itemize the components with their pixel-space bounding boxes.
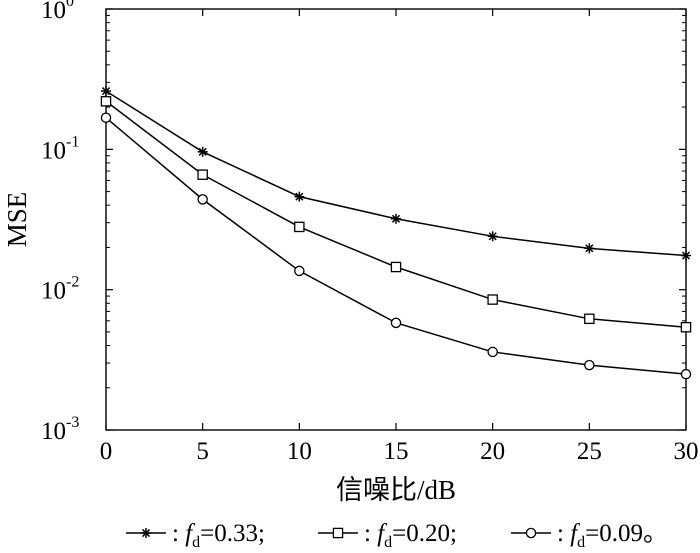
- legend-colon: :: [364, 520, 377, 547]
- y-tick-label: 10: [41, 278, 66, 305]
- y-tick-base: 10: [41, 278, 66, 305]
- legend-symbol-f: f: [570, 520, 580, 547]
- legend-subscript: d: [192, 534, 200, 551]
- y-tick-label: 10: [41, 418, 66, 445]
- y-tick-base: 10: [41, 0, 66, 24]
- series-line-circle: [105, 117, 687, 375]
- y-tick-label: 10: [41, 0, 66, 24]
- data-point-asterisk: [197, 146, 208, 157]
- legend-marker-circle: [525, 527, 537, 539]
- y-tick-exponent: 0: [66, 0, 74, 10]
- data-point-asterisk: [487, 231, 498, 242]
- x-axis-title: 信噪比/dB: [336, 475, 456, 505]
- data-point-circle: [100, 112, 112, 123]
- y-tick-base: 10: [41, 137, 66, 164]
- legend-colon: :: [557, 520, 570, 547]
- y-tick-exponent: -1: [66, 133, 79, 150]
- legend-symbol-f: f: [185, 520, 195, 547]
- data-point-circle: [197, 194, 208, 205]
- legend-label-circle: : fd=0.09。: [557, 520, 668, 551]
- data-point-square: [294, 221, 305, 233]
- data-point-square: [390, 261, 402, 273]
- legend-marker-square: [332, 527, 344, 539]
- legend: : fd=0.33;: fd=0.20;: fd=0.09。: [126, 520, 668, 551]
- x-tick-label: 0: [100, 438, 113, 465]
- x-tick-label: 15: [384, 438, 409, 465]
- legend-label-square: : fd=0.20;: [364, 520, 457, 551]
- x-tick-label: 5: [196, 438, 209, 465]
- y-tick-exponent: -3: [66, 414, 79, 431]
- data-point-square: [100, 96, 112, 107]
- data-point-circle: [487, 346, 498, 358]
- legend-symbol-f: f: [377, 520, 387, 547]
- data-point-square: [487, 294, 498, 305]
- data-point-circle: [294, 265, 305, 277]
- data-point-circle: [390, 317, 402, 329]
- data-point-circle: [680, 368, 692, 380]
- data-point-asterisk: [681, 250, 691, 261]
- x-tick-label: 30: [674, 438, 699, 465]
- legend-subscript: d: [577, 534, 585, 551]
- legend-label-asterisk: : fd=0.33;: [172, 520, 265, 551]
- legend-marker-asterisk: [141, 528, 151, 538]
- data-point-asterisk: [101, 86, 111, 97]
- data-point-asterisk: [294, 191, 305, 202]
- legend-colon: :: [172, 520, 185, 547]
- y-axis-title: MSE: [2, 192, 32, 248]
- y-tick-base: 10: [41, 418, 66, 445]
- y-tick-exponent: -2: [66, 274, 79, 291]
- legend-value: =0.33;: [200, 520, 265, 547]
- legend-value: =0.09。: [585, 520, 668, 547]
- x-tick-label: 25: [577, 438, 602, 465]
- x-tick-label: 10: [287, 438, 312, 465]
- data-point-asterisk: [584, 243, 595, 254]
- data-point-square: [680, 321, 692, 333]
- data-point-circle: [584, 359, 595, 371]
- legend-subscript: d: [384, 534, 392, 551]
- data-point-square: [197, 169, 208, 180]
- x-tick-label: 20: [480, 438, 505, 465]
- data-point-square: [584, 313, 595, 325]
- series-line-asterisk: [105, 90, 687, 257]
- y-tick-label: 10: [41, 137, 66, 164]
- legend-value: =0.20;: [392, 520, 457, 547]
- data-point-asterisk: [391, 213, 401, 224]
- series-layer: [100, 86, 692, 380]
